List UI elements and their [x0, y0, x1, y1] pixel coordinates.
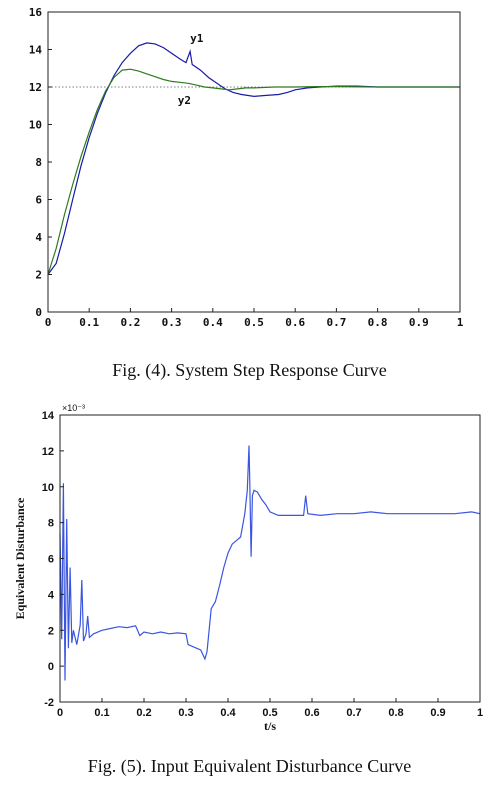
y-multiplier-label: ×10⁻³ — [62, 403, 85, 413]
x-tick-label: 0.3 — [178, 707, 193, 719]
y-tick-label: 6 — [48, 554, 54, 566]
x-tick-label: 1 — [477, 707, 483, 719]
x-tick-label: 0.7 — [326, 316, 346, 329]
x-tick-label: 1 — [457, 316, 464, 329]
y-axis-label: Equivalent Disturbance — [13, 497, 27, 619]
y-tick-label: 4 — [48, 589, 55, 601]
y-tick-label: 14 — [42, 410, 55, 422]
x-tick-label: 0.2 — [120, 316, 140, 329]
disturbance-chart: 0 0.1 0.2 0.3 0.4 0.5 0.6 0.7 0.8 0.9 1-2024681012… — [13, 403, 483, 733]
x-tick-label: 0.9 — [430, 707, 445, 719]
series-line-1 — [59, 445, 481, 681]
x-tick-label: 0.9 — [409, 316, 429, 329]
y-tick-label: 0 — [35, 306, 42, 319]
x-tick-label: 0.4 — [203, 316, 223, 329]
y-tick-label: -2 — [44, 697, 54, 709]
x-tick-label: 0.1 — [94, 707, 109, 719]
figure-5-caption: Fig. (5). Input Equivalent Disturbance C… — [87, 756, 412, 776]
x-tick-label: 0.2 — [136, 707, 151, 719]
plot-frame — [47, 11, 461, 313]
y-tick-label: 10 — [42, 482, 54, 494]
series-annotation-y1: y1 — [190, 32, 204, 45]
series-line-y2 — [47, 68, 460, 275]
x-tick-label: 0.7 — [346, 707, 361, 719]
x-tick-label: 0.4 — [220, 707, 236, 719]
x-tick-label: 0.1 — [79, 316, 99, 329]
y-tick-label: 6 — [35, 194, 42, 207]
x-tick-label: 0.8 — [388, 707, 403, 719]
y-tick-label: 2 — [48, 625, 54, 637]
y-tick-label: 12 — [42, 446, 54, 458]
step-response-chart: 0 0.1 0.2 0.3 0.4 0.5 0.6 0.7 0.8 0.9 102468101214… — [29, 6, 464, 329]
y-tick-label: 0 — [48, 661, 54, 673]
y-tick-label: 10 — [29, 119, 42, 132]
x-tick-label: 0.5 — [244, 316, 264, 329]
x-tick-label: 0.6 — [285, 316, 305, 329]
x-tick-label: 0.3 — [162, 316, 182, 329]
x-tick-label: 0 — [57, 707, 63, 719]
x-tick-label: 0 — [45, 316, 52, 329]
y-tick-label: 4 — [35, 231, 42, 244]
y-tick-label: 2 — [35, 269, 42, 282]
series-line-y1 — [47, 42, 460, 275]
y-tick-label: 14 — [29, 44, 43, 57]
plot-frame — [59, 414, 481, 703]
x-tick-label: 0.5 — [262, 707, 277, 719]
figure-4-caption: Fig. (4). System Step Response Curve — [112, 360, 387, 380]
x-tick-label: 0.6 — [304, 707, 319, 719]
series-annotation-y2: y2 — [178, 94, 191, 107]
y-tick-label: 8 — [35, 156, 42, 169]
y-tick-label: 16 — [29, 6, 43, 19]
y-tick-label: 8 — [48, 518, 54, 530]
x-tick-label: 0.8 — [368, 316, 388, 329]
y-tick-label: 12 — [29, 81, 42, 94]
x-axis-label: t/s — [264, 719, 276, 733]
